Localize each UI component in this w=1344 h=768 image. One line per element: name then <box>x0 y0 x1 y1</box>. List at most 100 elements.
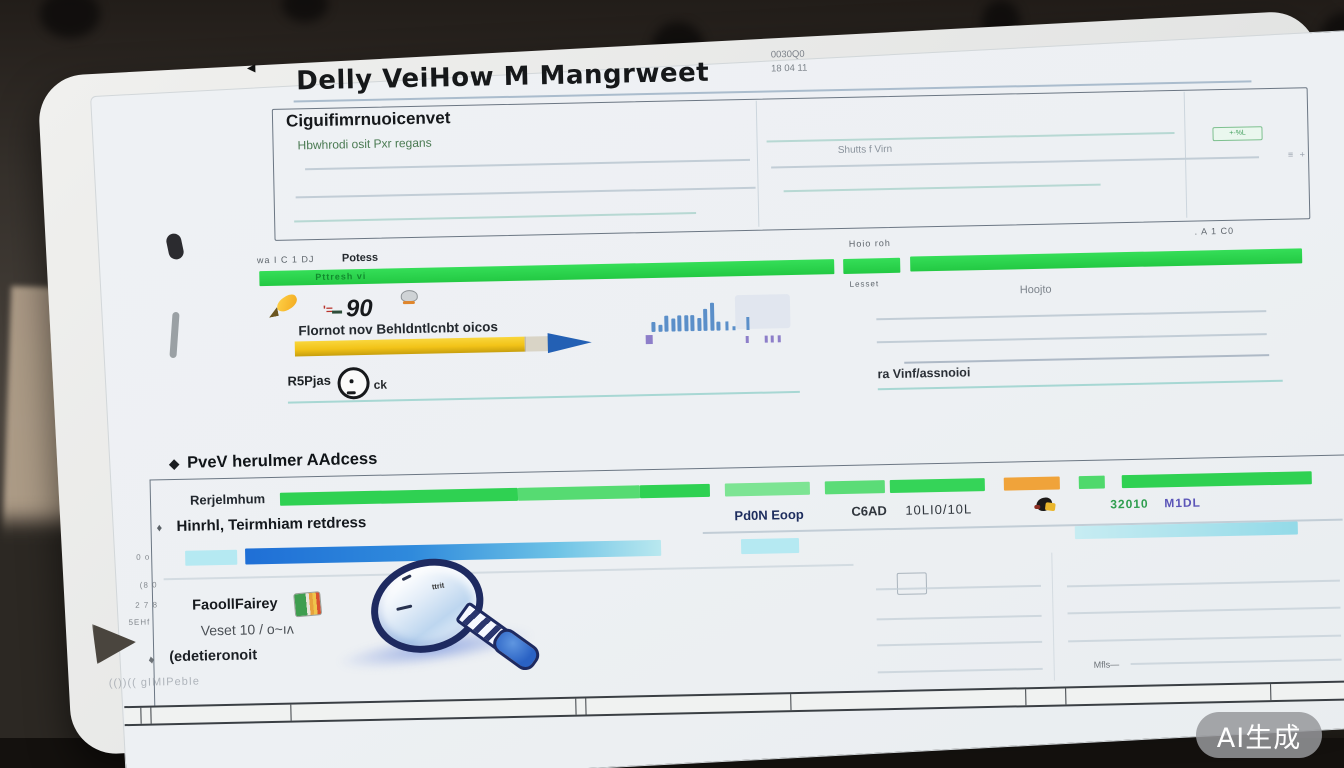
gutter-label: 0 o <box>136 552 151 562</box>
section2-title: ◆ PveV herulmer AAdcess <box>169 450 378 473</box>
form-field-line <box>904 354 1270 364</box>
mini-chart-bar <box>732 326 736 331</box>
panel-controls[interactable]: ≡ + <box>1287 149 1308 160</box>
bar-segment <box>1003 476 1060 491</box>
row6-label: Veset 10 / o~ıʌ <box>200 620 294 639</box>
gutter-label: 5EHf <box>128 617 151 628</box>
row2-value: 10LI0/10L <box>905 501 973 518</box>
table-strip-cell <box>576 698 587 715</box>
brush-icon-tuft <box>274 292 300 315</box>
table-strip-cell <box>291 698 577 721</box>
gutter-label: 2 7 8 <box>135 600 159 610</box>
mini-chart-bar <box>670 318 676 332</box>
card-icon <box>293 591 323 618</box>
mini-bar-chart <box>651 297 730 332</box>
mini-chart-bar <box>725 321 729 331</box>
bar-segment <box>1078 475 1105 490</box>
bird-icon-wing <box>1044 502 1056 512</box>
bar-segment <box>889 478 985 494</box>
table-strip-cell <box>1026 688 1067 706</box>
back-icon[interactable]: ◀ <box>246 62 256 75</box>
progress-caption-right: . A 1 C0 <box>1194 225 1235 237</box>
cup-icon <box>400 289 418 305</box>
mini-chart-bar <box>657 324 663 332</box>
bar-segment <box>724 481 811 497</box>
mini-chart-highlight-block <box>734 294 791 330</box>
progress-bar-overlay-text: Pttresh vi <box>315 270 367 283</box>
form-field-line <box>876 333 1267 343</box>
mini-chart-bar <box>746 316 750 331</box>
info-panel-heading: Ciguifimrnuoicenvet <box>285 108 451 131</box>
progress-bar-short <box>843 257 901 274</box>
header-meta-line2: 18 04 11 <box>770 62 808 75</box>
table-strip-cell <box>791 689 1027 711</box>
header-meta: 0030Q0 18 04 11 <box>771 48 808 77</box>
bar-segment <box>824 480 885 495</box>
row5-label: FaoollFairey <box>192 595 278 614</box>
background-knob <box>40 0 100 38</box>
note-right: Mfls— <box>1093 659 1120 670</box>
mini-chart-tick <box>745 335 749 344</box>
progress-caption-mid: Hoio roh <box>848 237 891 249</box>
section-underline <box>877 379 1283 391</box>
mini-chart-bar <box>651 321 656 332</box>
small-outline-rect <box>896 572 928 595</box>
cyan-bar-small <box>740 537 800 555</box>
metric-sub-suffix: ck <box>373 377 388 392</box>
table-strip-cell <box>1271 682 1344 701</box>
right-field-bottom-label: ra Vinf/assnoioi <box>877 365 971 382</box>
bird-icon <box>1034 496 1058 516</box>
ai-watermark: AI生成 <box>1196 712 1322 758</box>
row2-value: Pd0N Eoop <box>734 506 804 524</box>
bird-icon-beak <box>1034 504 1041 510</box>
table-strip-cell <box>1066 684 1272 705</box>
progress-caption-code: wa I C 1 DJ <box>256 254 315 266</box>
row2-value: C6AD <box>851 503 887 519</box>
bar-segment <box>639 483 711 499</box>
row8-faint-text: (())(( gIMIPebIe <box>108 675 201 690</box>
cyan-bar-small <box>185 549 238 566</box>
progress-caption: Potess <box>341 251 379 265</box>
pencil-gauge-tip <box>547 332 592 354</box>
status-badge[interactable]: +-%L <box>1212 126 1263 142</box>
section2-title-text: PveV herulmer AAdcess <box>187 449 378 472</box>
row2-value: 32010 <box>1110 496 1149 512</box>
pencil-gauge-band <box>524 336 549 352</box>
mini-chart-bar <box>703 308 708 331</box>
diamond-icon: ♦ <box>156 522 163 535</box>
mini-chart-bar <box>696 317 702 332</box>
progress-bar-right <box>910 248 1303 272</box>
mini-chart-bar <box>664 315 669 332</box>
progress-bar-caption: Lesset <box>849 279 880 289</box>
mini-chart-bar <box>690 315 695 332</box>
table-strip-cell <box>586 694 792 715</box>
right-field-top-label: Hoojto <box>1019 283 1052 297</box>
diamond-icon: ◆ <box>169 455 180 472</box>
pencil-gauge-body <box>294 336 525 357</box>
score-dash-icon <box>332 310 343 314</box>
gutter-label: (8 0 <box>139 580 158 590</box>
row7-label: (edetieronoit <box>169 647 258 666</box>
mini-chart-bar <box>677 315 682 332</box>
table-strip-cell <box>124 707 142 725</box>
clock-icon <box>337 366 370 400</box>
cup-icon-base <box>402 300 415 305</box>
mini-chart-bar <box>709 302 715 331</box>
mini-chart-tick <box>770 335 774 343</box>
metric-label: Flornot nov Behldntlcnbt oicos <box>298 319 499 339</box>
table-strip-cell <box>151 704 292 724</box>
mini-chart-tick <box>777 335 781 343</box>
brush-icon-tip <box>267 307 279 318</box>
row2-value: M1DL <box>1164 495 1202 511</box>
brush-icon <box>267 292 300 321</box>
mini-chart-bar <box>716 321 721 331</box>
form-field-line <box>876 310 1267 320</box>
metric-sub-label: R5Pjas <box>287 372 332 389</box>
info-panel-note: Shutts f Virn <box>837 143 893 157</box>
bar-segment <box>517 485 641 501</box>
score-value: 90 <box>345 294 373 323</box>
info-panel-subtitle: Hbwhrodi osit Pxr regans <box>297 135 432 153</box>
mini-chart-legend-square <box>645 334 653 345</box>
table-strip-cell <box>141 707 152 724</box>
